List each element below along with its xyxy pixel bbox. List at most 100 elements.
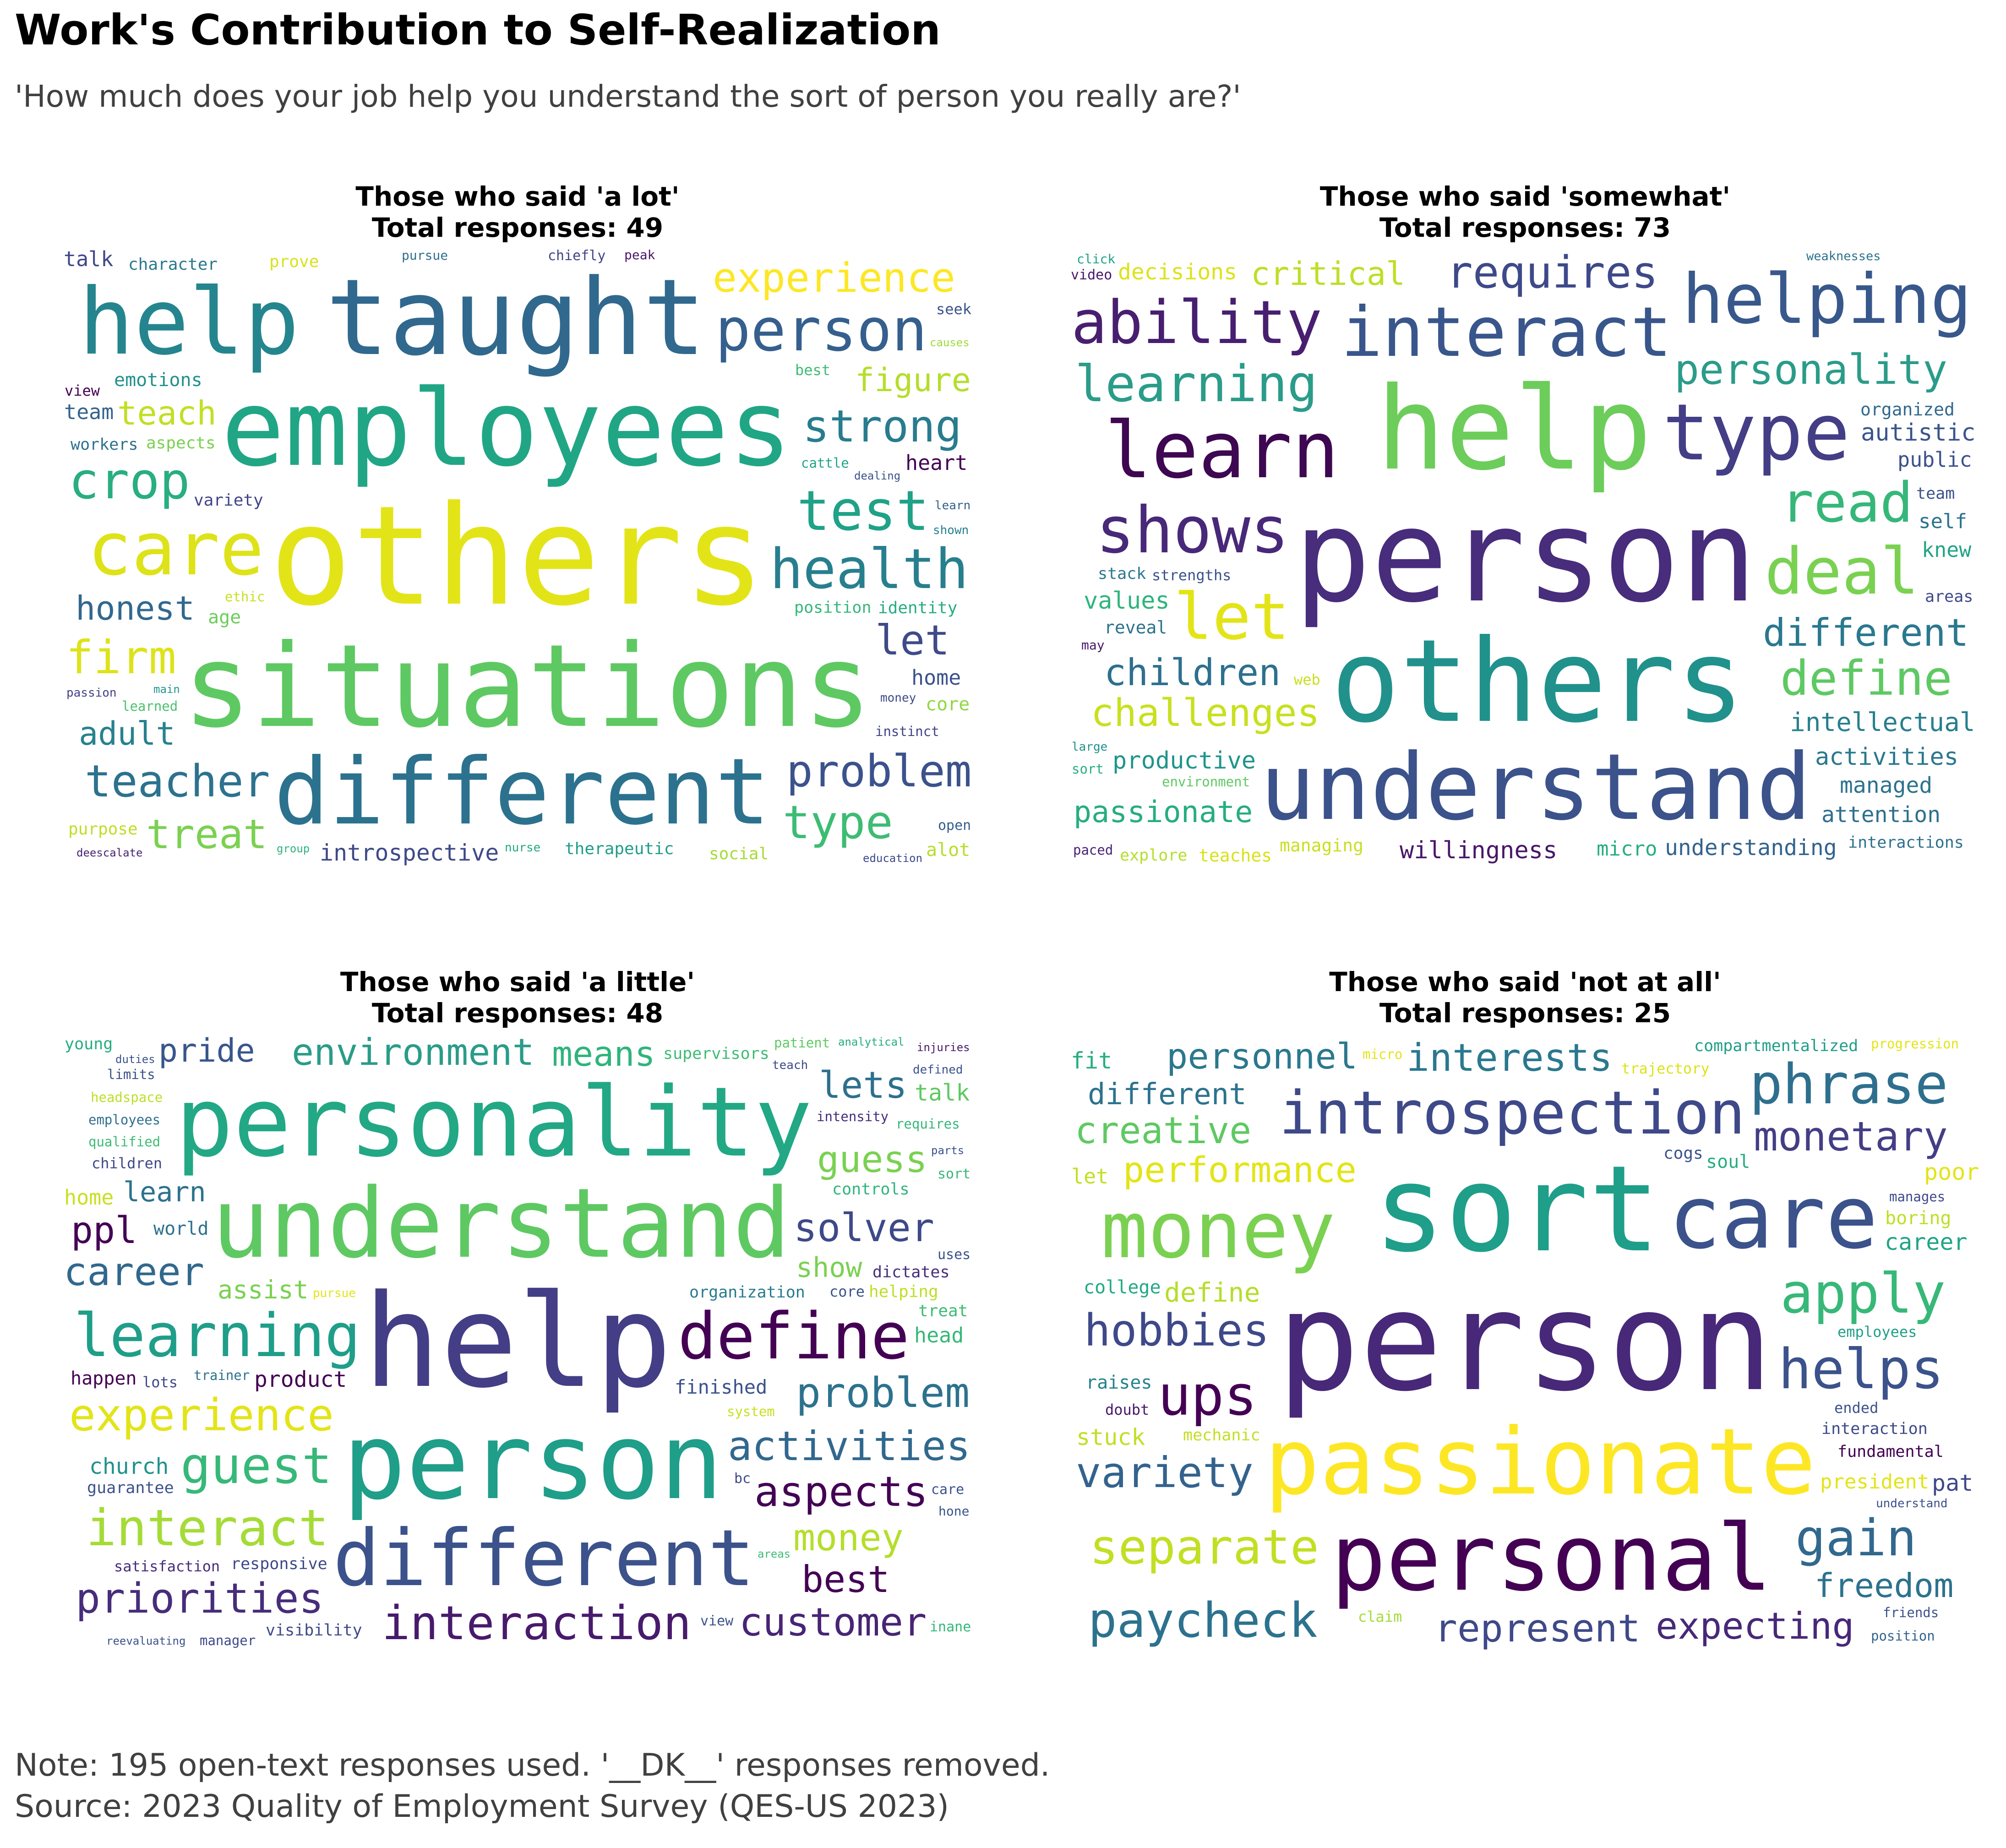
cloud-word: view xyxy=(65,382,100,399)
cloud-word: children xyxy=(92,1155,163,1172)
cloud-word: manager xyxy=(200,1633,256,1648)
cloud-word: personality xyxy=(175,1066,812,1178)
cloud-word: interaction xyxy=(382,1596,692,1651)
cloud-word: weaknesses xyxy=(1806,249,1881,263)
cloud-word: manages xyxy=(1889,1189,1946,1205)
cloud-word: passion xyxy=(66,686,117,700)
cloud-word: peak xyxy=(624,247,655,262)
cloud-word: money xyxy=(793,1516,904,1559)
panel-heading: Those who said 'not at all' Total respon… xyxy=(1067,966,1983,1029)
cloud-word: care xyxy=(87,506,264,592)
cloud-word: teach xyxy=(117,394,217,432)
cloud-word: deescalate xyxy=(76,846,143,859)
cloud-word: president xyxy=(1820,1470,1930,1494)
cloud-word: uses xyxy=(938,1247,971,1263)
cloud-word: variety xyxy=(1076,1448,1254,1497)
cloud-word: figure xyxy=(855,361,971,399)
cloud-word: productive xyxy=(1112,747,1256,774)
cloud-word: test xyxy=(797,480,929,543)
cloud-word: taught xyxy=(326,257,706,379)
cloud-word: ability xyxy=(1071,288,1322,357)
cloud-word: means xyxy=(552,1034,655,1074)
cloud-word: system xyxy=(727,1404,775,1419)
cloud-word: guest xyxy=(180,1436,333,1495)
cloud-word: sort xyxy=(1374,1140,1661,1279)
cloud-word: stuck xyxy=(1076,1424,1145,1450)
cloud-word: treat xyxy=(918,1302,968,1320)
cloud-word: performance xyxy=(1123,1150,1357,1191)
cloud-word: limits xyxy=(107,1067,155,1082)
cloud-word: doubt xyxy=(1105,1401,1150,1418)
cloud-word: customer xyxy=(739,1600,927,1645)
cloud-word: monetary xyxy=(1754,1113,1948,1160)
cloud-word: supervisors xyxy=(663,1045,769,1063)
cloud-word: teach xyxy=(772,1058,808,1072)
cloud-word: different xyxy=(333,1513,755,1604)
cloud-word: reevaluating xyxy=(106,1635,186,1647)
cloud-word: problem xyxy=(786,746,972,797)
cloud-word: position xyxy=(794,599,872,617)
panel-label: Those who said 'not at all' xyxy=(1329,966,1721,998)
wordcloud-panel-a-lot: Those who said 'a lot' Total responses: … xyxy=(60,181,976,886)
cloud-word: ethic xyxy=(225,589,265,605)
panel-label: Those who said 'somewhat' xyxy=(1319,181,1731,212)
cloud-word: deal xyxy=(1765,534,1919,609)
cloud-word: type xyxy=(1663,387,1850,478)
cloud-word: seek xyxy=(936,300,972,318)
cloud-word: critical xyxy=(1251,255,1406,293)
cloud-word: cattle xyxy=(801,455,849,471)
cloud-word: satisfaction xyxy=(114,1558,220,1575)
cloud-word: define xyxy=(678,1299,910,1374)
cloud-word: managed xyxy=(1840,773,1933,798)
cloud-word: understanding xyxy=(1665,835,1837,861)
cloud-word: world xyxy=(153,1218,209,1239)
figure-subtitle: 'How much does your job help you underst… xyxy=(15,79,1241,114)
cloud-word: career xyxy=(64,1249,205,1295)
cloud-word: guess xyxy=(817,1138,927,1181)
cloud-word: passionate xyxy=(1074,795,1253,829)
panel-label: Those who said 'a little' xyxy=(340,966,695,998)
cloud-word: areas xyxy=(1925,588,1973,606)
panel-total: Total responses: 73 xyxy=(1379,212,1671,243)
footer-note: Note: 195 open-text responses used. '__D… xyxy=(15,1747,1050,1783)
cloud-word: challenges xyxy=(1091,691,1320,735)
cloud-word: talk xyxy=(64,247,114,271)
cloud-word: group xyxy=(277,842,310,855)
cloud-word: character xyxy=(128,255,218,274)
cloud-word: age xyxy=(208,607,241,628)
cloud-word: head xyxy=(914,1323,964,1347)
cloud-word: understand xyxy=(1876,1497,1948,1510)
cloud-word: main xyxy=(153,683,180,696)
cloud-word: instinct xyxy=(875,724,939,739)
cloud-word: pride xyxy=(158,1032,255,1069)
cloud-word: willingness xyxy=(1400,837,1558,864)
cloud-word: stack xyxy=(1098,565,1146,583)
cloud-word: help xyxy=(79,269,300,376)
cloud-word: honest xyxy=(76,589,195,627)
cloud-word: friends xyxy=(1883,1605,1939,1620)
cloud-word: values xyxy=(1084,587,1170,615)
cloud-word: environment xyxy=(292,1031,534,1074)
cloud-word: micro xyxy=(1597,837,1657,861)
cloud-word: position xyxy=(1871,1628,1935,1644)
cloud-word: inane xyxy=(930,1619,971,1635)
cloud-word: different xyxy=(1088,1078,1247,1112)
cloud-word: claim xyxy=(1358,1608,1402,1625)
cloud-word: person xyxy=(1277,1262,1773,1422)
cloud-word: introspection xyxy=(1279,1078,1745,1148)
cloud-word: shows xyxy=(1096,493,1289,568)
cloud-word: priorities xyxy=(76,1575,324,1623)
cloud-word: personality xyxy=(1674,346,1948,394)
cloud-word: lots xyxy=(142,1374,178,1391)
cloud-word: person xyxy=(1294,482,1757,631)
cloud-word: understand xyxy=(212,1167,791,1280)
cloud-word: mechanic xyxy=(1183,1426,1260,1445)
cloud-word: requires xyxy=(1446,247,1658,298)
cloud-word: responsive xyxy=(231,1555,327,1573)
cloud-word: church xyxy=(89,1454,169,1479)
cloud-word: employees xyxy=(221,368,792,490)
cloud-word: progression xyxy=(1871,1036,1959,1052)
cloud-word: lets xyxy=(819,1064,907,1107)
cloud-word: passionate xyxy=(1265,1409,1816,1515)
cloud-word: alot xyxy=(926,840,970,861)
